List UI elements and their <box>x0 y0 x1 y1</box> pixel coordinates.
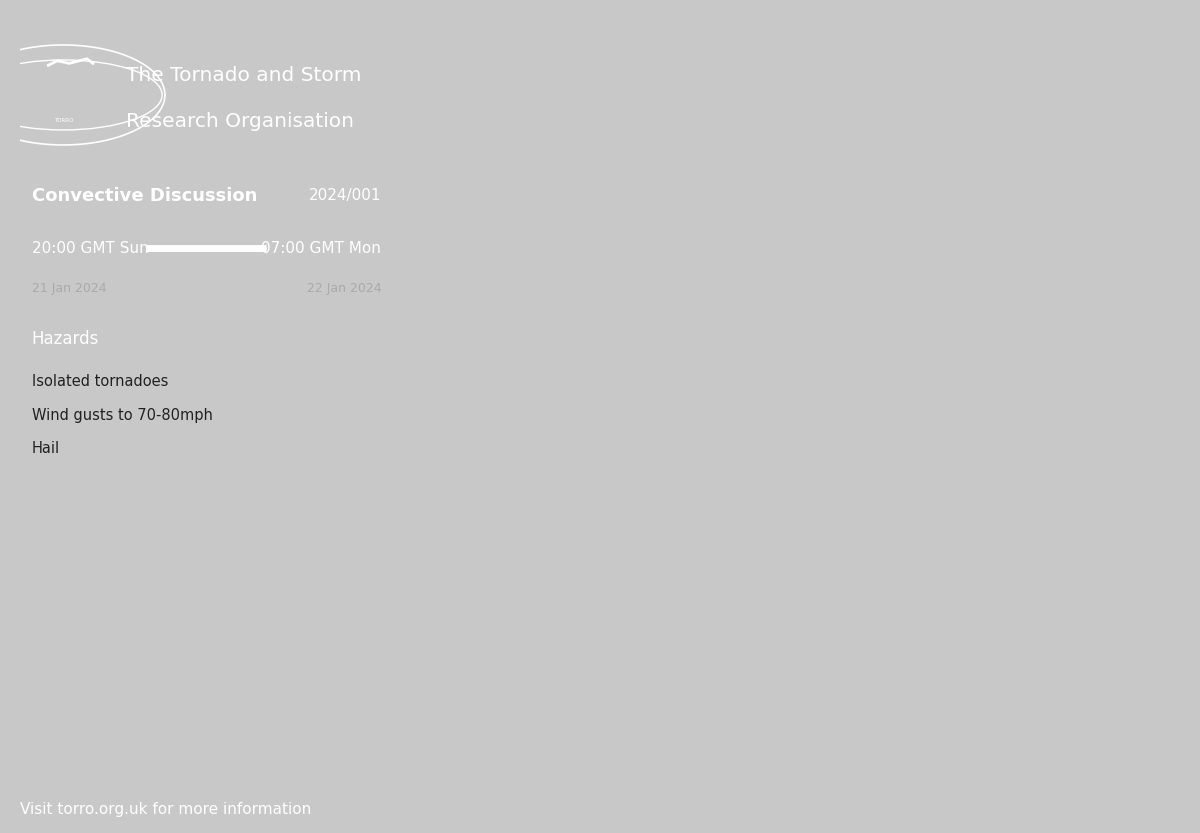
Text: Visit torro.org.uk for more information: Visit torro.org.uk for more information <box>20 802 312 817</box>
Text: 07:00 GMT Mon: 07:00 GMT Mon <box>262 241 382 256</box>
Text: 20:00 GMT Sun: 20:00 GMT Sun <box>31 241 149 256</box>
Text: Convective Discussion: Convective Discussion <box>31 187 257 205</box>
Text: Wind gusts to 70-80mph: Wind gusts to 70-80mph <box>31 407 212 423</box>
Text: The Tornado and Storm: The Tornado and Storm <box>126 66 362 85</box>
Text: 22 Jan 2024: 22 Jan 2024 <box>307 282 382 295</box>
Text: Hazards: Hazards <box>31 330 98 348</box>
Text: Research Organisation: Research Organisation <box>126 112 354 131</box>
Text: Hail: Hail <box>31 441 60 456</box>
Text: TORRO: TORRO <box>54 118 73 123</box>
Text: 2024/001: 2024/001 <box>308 188 382 203</box>
Text: 21 Jan 2024: 21 Jan 2024 <box>31 282 106 295</box>
Text: Isolated tornadoes: Isolated tornadoes <box>31 374 168 390</box>
